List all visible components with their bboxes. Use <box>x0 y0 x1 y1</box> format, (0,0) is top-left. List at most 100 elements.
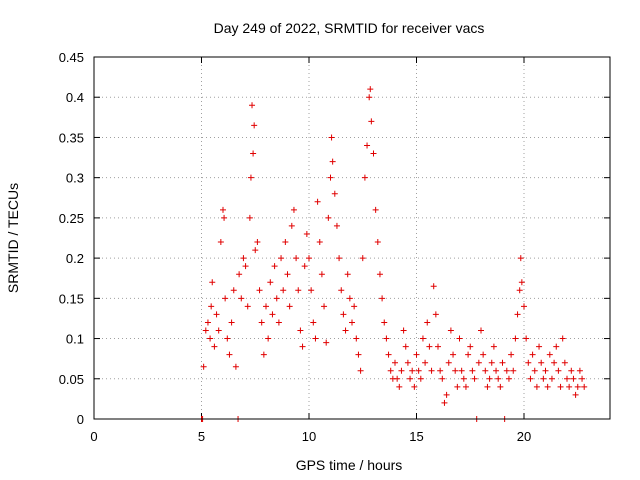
axis-ticks <box>93 56 610 420</box>
data-point <box>374 239 381 246</box>
data-point <box>553 343 560 350</box>
data-point <box>312 335 319 342</box>
data-point <box>364 142 371 149</box>
x-axis-label: GPS time / hours <box>296 457 403 473</box>
data-point <box>202 327 209 334</box>
data-point <box>246 214 253 221</box>
data-point <box>437 367 444 374</box>
y-tick-label: 0.1 <box>66 332 84 347</box>
data-point <box>564 375 570 382</box>
data-point <box>392 359 398 366</box>
data-point <box>467 343 474 350</box>
data-point <box>208 303 215 310</box>
data-point <box>306 255 312 262</box>
data-point <box>495 375 502 382</box>
data-point <box>484 383 491 390</box>
data-point <box>230 287 237 294</box>
data-point <box>308 287 315 294</box>
data-point <box>570 375 577 382</box>
y-tick-label: 0.3 <box>66 171 84 186</box>
data-point <box>469 367 476 374</box>
y-tick-label: 0.25 <box>59 211 84 226</box>
data-point <box>327 174 334 181</box>
data-point <box>529 351 536 358</box>
data-point <box>271 263 278 270</box>
data-point <box>518 279 525 286</box>
data-point <box>240 255 247 262</box>
x-tick-label: 0 <box>90 429 97 444</box>
data-point <box>297 327 304 334</box>
data-point <box>207 335 214 342</box>
data-point <box>456 335 463 342</box>
y-tick-labels: 0 0.05 0.1 0.15 0.2 0.25 0.3 0.35 0.4 0.45 <box>59 50 84 427</box>
data-point <box>488 359 495 366</box>
y-tick-label: 0.05 <box>59 372 84 387</box>
data-point <box>394 375 401 382</box>
data-point <box>278 255 285 262</box>
data-point <box>387 367 394 374</box>
x-tick-label: 10 <box>302 429 316 444</box>
data-point <box>385 351 392 358</box>
data-point <box>460 375 467 382</box>
grid <box>94 57 610 419</box>
data-point <box>381 319 388 326</box>
data-point <box>318 271 325 278</box>
data-point <box>383 335 390 342</box>
data-point <box>508 351 515 358</box>
data-point <box>411 383 418 390</box>
data-point <box>220 206 226 213</box>
data-point <box>379 295 386 302</box>
data-point <box>213 311 220 318</box>
data-point <box>215 327 222 334</box>
data-point <box>366 94 373 101</box>
y-tick-label: 0.35 <box>59 130 84 145</box>
data-point <box>370 150 377 157</box>
data-point <box>204 319 211 326</box>
data-point <box>432 311 439 318</box>
y-tick-label: 0.45 <box>59 50 84 65</box>
data-point <box>568 367 575 374</box>
data-point <box>310 319 317 326</box>
data-point <box>579 375 586 382</box>
data-point <box>415 367 422 374</box>
data-points <box>198 86 588 422</box>
data-point <box>533 383 540 390</box>
data-point <box>542 367 549 374</box>
data-point <box>273 295 280 302</box>
data-point <box>402 343 409 350</box>
data-point <box>346 295 353 302</box>
data-point <box>458 367 465 374</box>
data-point <box>263 303 269 310</box>
data-point <box>443 391 450 398</box>
data-point <box>342 327 349 334</box>
data-point <box>531 367 538 374</box>
data-point <box>258 319 265 326</box>
y-tick-label: 0.2 <box>66 251 84 266</box>
data-point <box>333 222 340 229</box>
data-point <box>217 239 224 246</box>
plot-frame <box>93 56 611 420</box>
data-point <box>400 327 407 334</box>
data-point <box>521 303 527 310</box>
data-point <box>301 263 308 270</box>
data-point <box>209 279 216 286</box>
data-point <box>314 198 321 205</box>
data-point <box>323 339 330 346</box>
data-point <box>551 359 558 366</box>
data-point <box>536 343 543 350</box>
data-point <box>510 367 517 374</box>
data-point <box>200 363 207 370</box>
y-tick-label: 0.4 <box>66 90 84 105</box>
data-point <box>486 375 493 382</box>
data-point <box>361 174 368 181</box>
data-point <box>242 263 249 270</box>
x-tick-label: 5 <box>198 429 205 444</box>
data-point <box>428 367 435 374</box>
data-point <box>331 190 338 197</box>
data-point <box>211 343 218 350</box>
data-point <box>398 367 405 374</box>
chart-title: Day 249 of 2022, SRMTID for receiver vac… <box>214 20 485 36</box>
data-point <box>269 311 276 318</box>
data-point <box>516 287 523 294</box>
